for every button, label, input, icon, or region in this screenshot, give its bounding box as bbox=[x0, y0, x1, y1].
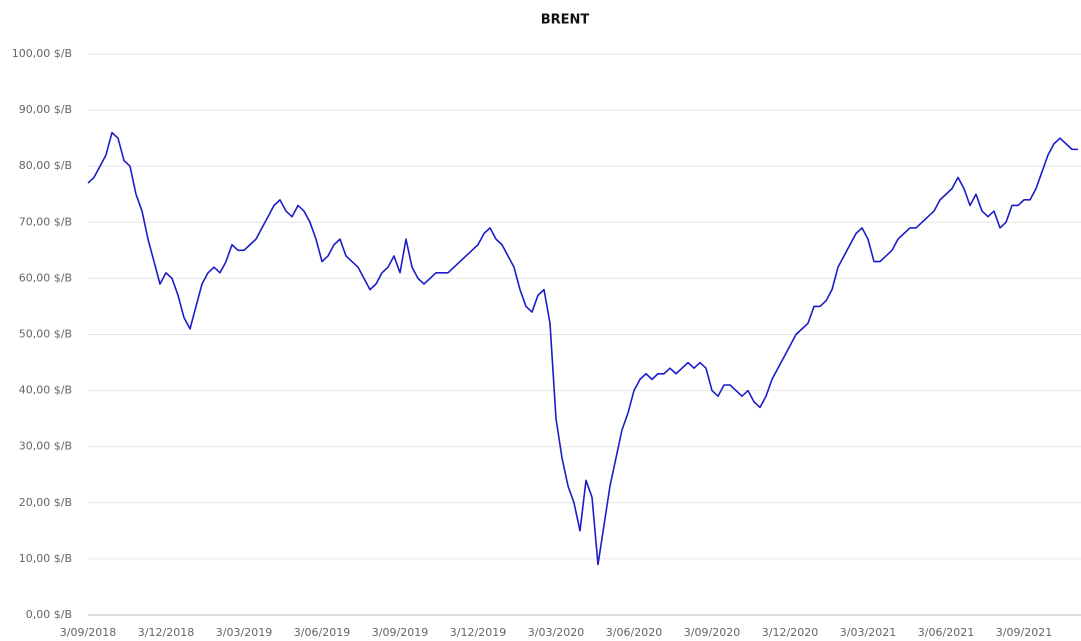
x-tick-label: 3/12/2018 bbox=[138, 626, 194, 639]
price-line bbox=[87, 131, 1078, 566]
x-tick-label: 3/06/2019 bbox=[294, 626, 350, 639]
x-tick-label: 3/09/2019 bbox=[372, 626, 428, 639]
x-tick-label: 3/03/2021 bbox=[840, 626, 896, 639]
x-tick-label: 3/09/2020 bbox=[684, 626, 740, 639]
y-tick-label: 80,00 $/B bbox=[19, 159, 72, 172]
y-tick-label: 50,00 $/B bbox=[19, 328, 72, 341]
x-tick-label: 3/12/2020 bbox=[762, 626, 818, 639]
chart-title: BRENT bbox=[541, 13, 590, 28]
x-tick-label: 3/03/2019 bbox=[216, 626, 272, 639]
y-tick-label: 40,00 $/B bbox=[19, 384, 72, 397]
y-tick-label: 20,00 $/B bbox=[19, 496, 72, 509]
y-tick-label: 10,00 $/B bbox=[19, 552, 72, 565]
y-tick-label: 70,00 $/B bbox=[19, 215, 72, 228]
y-tick-label: 90,00 $/B bbox=[19, 103, 72, 116]
x-tick-label: 3/06/2020 bbox=[606, 626, 662, 639]
y-tick-label: 30,00 $/B bbox=[19, 440, 72, 453]
y-tick-label: 60,00 $/B bbox=[19, 271, 72, 284]
x-tick-label: 3/09/2021 bbox=[996, 626, 1052, 639]
x-tick-label: 3/09/2018 bbox=[60, 626, 116, 639]
x-tick-label: 3/06/2021 bbox=[918, 626, 974, 639]
y-tick-label: 0,00 $/B bbox=[26, 608, 72, 621]
y-tick-label: 100,00 $/B bbox=[12, 47, 72, 60]
x-tick-label: 3/03/2020 bbox=[528, 626, 584, 639]
x-tick-label: 3/12/2019 bbox=[450, 626, 506, 639]
